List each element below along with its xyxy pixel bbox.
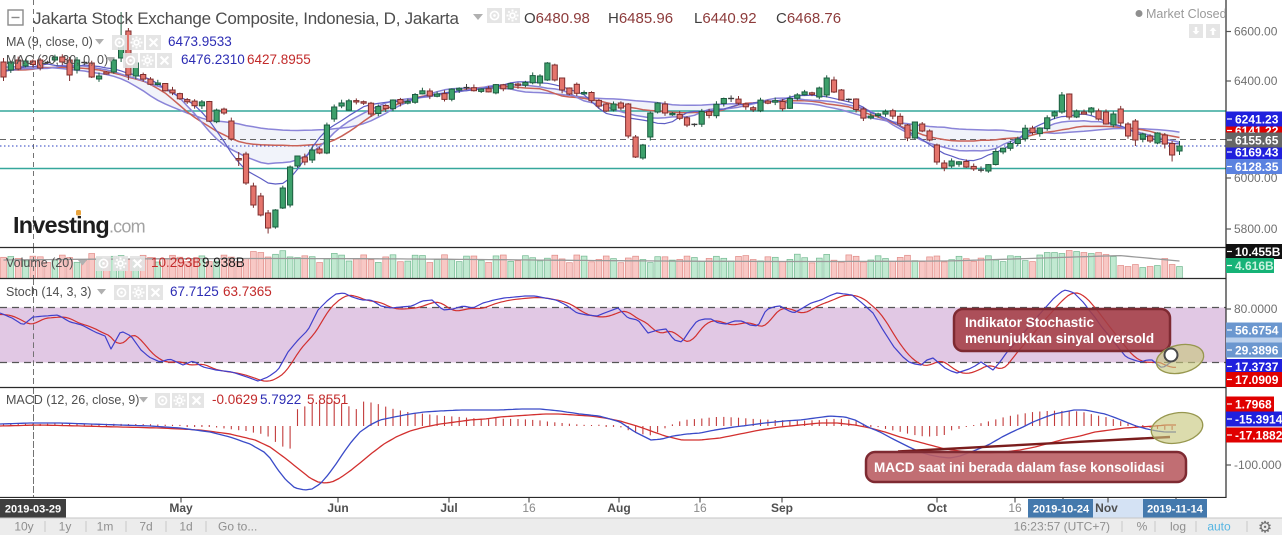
svg-text:Go to...: Go to... [218, 520, 257, 534]
svg-text:Jun: Jun [327, 501, 348, 515]
svg-text:⚙: ⚙ [1258, 520, 1272, 535]
svg-text:10y: 10y [14, 520, 33, 534]
svg-text:2019-03-29: 2019-03-29 [5, 504, 61, 516]
svg-text:MACD (12, 26, close, 9): MACD (12, 26, close, 9) [6, 393, 139, 407]
svg-text:-100.0000: -100.0000 [1234, 458, 1282, 472]
svg-text:2019-11-14: 2019-11-14 [1147, 504, 1204, 516]
svg-text:-17.1882: -17.1882 [1235, 429, 1282, 443]
svg-text:6000.00: 6000.00 [1234, 171, 1278, 185]
svg-text:1.7968: 1.7968 [1235, 398, 1272, 412]
svg-text:-15.3914: -15.3914 [1235, 413, 1282, 427]
svg-text:56.6754: 56.6754 [1235, 324, 1279, 338]
svg-text:16: 16 [693, 501, 707, 515]
svg-text:6400.00: 6400.00 [1234, 74, 1278, 88]
svg-text:6473.9533: 6473.9533 [168, 34, 232, 49]
svg-text:16: 16 [522, 501, 536, 515]
svg-text:2019-10-24: 2019-10-24 [1033, 504, 1090, 516]
svg-text:6128.35: 6128.35 [1235, 160, 1279, 174]
svg-text:9.938B: 9.938B [202, 255, 245, 270]
svg-text:Oct: Oct [927, 501, 947, 515]
svg-text:1y: 1y [59, 520, 72, 534]
svg-text:C6468.76: C6468.76 [776, 10, 841, 27]
svg-text:Sep: Sep [771, 501, 793, 515]
svg-text:16:23:57 (UTC+7): 16:23:57 (UTC+7) [1014, 520, 1110, 534]
svg-text:Volume (20): Volume (20) [6, 256, 73, 270]
svg-text:80.0000: 80.0000 [1234, 302, 1278, 316]
svg-text:6241.23: 6241.23 [1235, 113, 1279, 127]
svg-text:6476.2310: 6476.2310 [181, 52, 245, 67]
svg-text:6155.65: 6155.65 [1235, 134, 1279, 148]
svg-text:MAC (20, 30, 0, 0): MAC (20, 30, 0, 0) [6, 53, 108, 67]
svg-text:Aug: Aug [607, 501, 630, 515]
svg-text:-0.0629: -0.0629 [212, 392, 258, 407]
svg-text:16: 16 [1008, 501, 1022, 515]
svg-text:5800.00: 5800.00 [1234, 222, 1278, 236]
svg-text:7d: 7d [139, 520, 152, 534]
svg-text:6427.8955: 6427.8955 [247, 52, 311, 67]
svg-text:Jakarta Stock Exchange Composi: Jakarta Stock Exchange Composite, Indone… [33, 9, 459, 28]
svg-text:auto: auto [1207, 520, 1231, 534]
svg-text:29.3896: 29.3896 [1235, 344, 1279, 358]
svg-text:1d: 1d [179, 520, 192, 534]
svg-text:4.616B: 4.616B [1235, 259, 1274, 273]
svg-text:May: May [169, 501, 193, 515]
svg-text:1m: 1m [97, 520, 114, 534]
svg-text:63.7365: 63.7365 [223, 284, 272, 299]
svg-text:Market Closed: Market Closed [1146, 7, 1227, 21]
svg-text:%: % [1137, 520, 1148, 534]
svg-text:5.8551: 5.8551 [307, 392, 348, 407]
svg-text:5.7922: 5.7922 [260, 392, 301, 407]
svg-text:67.7125: 67.7125 [170, 284, 219, 299]
svg-text:Indikator Stochastic: Indikator Stochastic [965, 315, 1095, 330]
svg-text:10.293B: 10.293B [151, 255, 201, 270]
svg-text:6169.43: 6169.43 [1235, 146, 1279, 160]
svg-text:Jul: Jul [440, 501, 457, 515]
svg-text:L6440.92: L6440.92 [694, 10, 757, 27]
svg-text:menunjukkan sinyal oversold: menunjukkan sinyal oversold [965, 331, 1154, 346]
svg-text:10.455B: 10.455B [1235, 245, 1281, 259]
svg-text:Nov: Nov [1095, 501, 1118, 515]
svg-text:MA (9, close, 0): MA (9, close, 0) [6, 35, 93, 49]
svg-text:MACD saat ini berada dalam fas: MACD saat ini berada dalam fase konsolid… [874, 460, 1164, 475]
svg-text:Investing.com: Investing.com [13, 212, 145, 238]
svg-text:6600.00: 6600.00 [1234, 25, 1278, 39]
svg-text:17.0909: 17.0909 [1235, 373, 1279, 387]
svg-text:log: log [1170, 520, 1186, 534]
svg-text:17.3737: 17.3737 [1235, 360, 1279, 374]
svg-text:Stoch (14, 3, 3): Stoch (14, 3, 3) [6, 285, 91, 299]
svg-text:H6485.96: H6485.96 [608, 10, 673, 27]
svg-text:O6480.98: O6480.98 [524, 10, 590, 27]
